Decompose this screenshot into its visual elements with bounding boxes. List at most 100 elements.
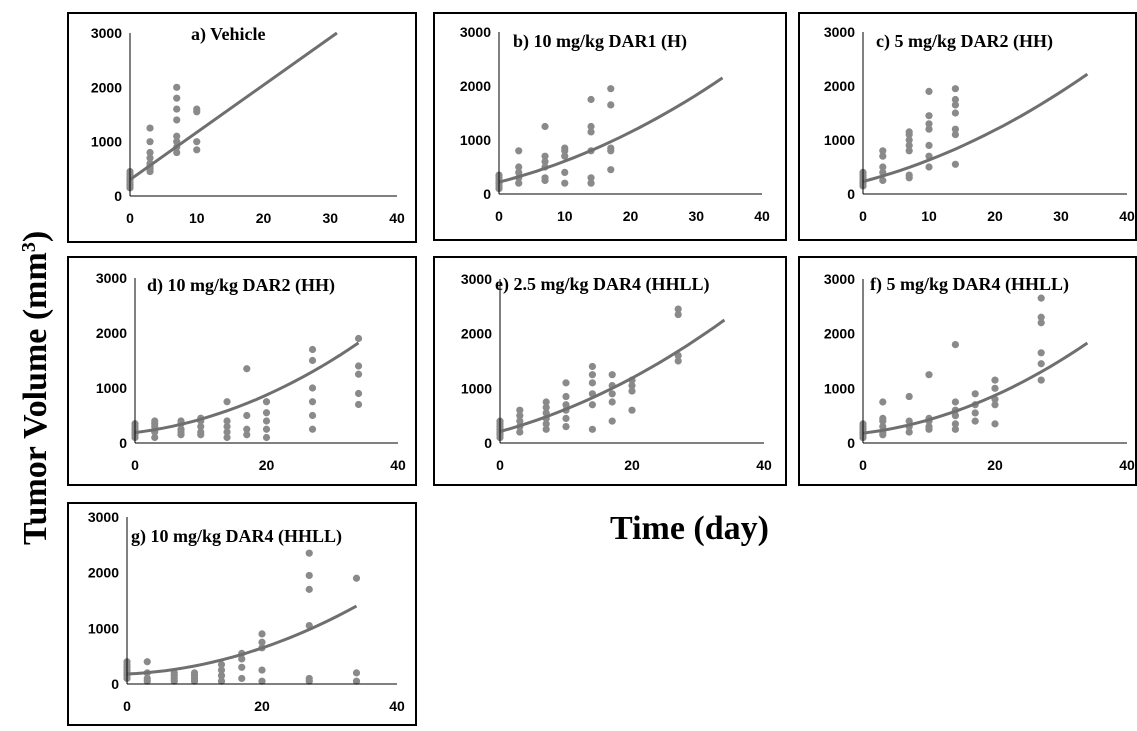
- data-point: [515, 179, 523, 187]
- panel-title-text: 2.5 mg/kg DAR4 (HHLL): [513, 274, 709, 295]
- data-point: [516, 428, 524, 436]
- panel-b: 0 1000 2000 3000 0 10 20 30 40 b) 10 mg/kg DAR1 (…: [433, 12, 787, 241]
- panel-b-svg: 0 1000 2000 3000 0 10 20 30 40 b) 10 mg/kg DAR1 (…: [460, 24, 770, 224]
- data-point: [308, 384, 317, 392]
- data-point: [262, 417, 271, 425]
- data-point: [217, 677, 226, 685]
- x-tick-label: 20: [259, 457, 275, 473]
- data-point: [561, 168, 569, 176]
- x-tick-label: 30: [1053, 208, 1069, 224]
- data-point: [308, 398, 317, 406]
- data-point: [951, 95, 959, 104]
- data-point: [588, 362, 596, 371]
- data-point: [879, 414, 887, 422]
- data-point: [354, 389, 363, 398]
- data-point: [951, 412, 959, 420]
- data-point: [905, 141, 913, 149]
- data-point: [608, 371, 616, 379]
- y-tick-label: 1000: [91, 134, 122, 150]
- y-tick-label: 3000: [88, 509, 119, 525]
- data-point: [608, 390, 616, 398]
- data-point: [352, 677, 361, 685]
- data-point: [951, 398, 959, 406]
- y-axis-title: Tumor Volume (mm3): [6, 0, 56, 726]
- data-point: [146, 154, 154, 162]
- data-point: [608, 417, 616, 425]
- panel-d-svg: 0 1000 2000 3000 0 20 40 d) 10 mg/kg DAR2 (HH): [96, 270, 406, 473]
- x-tick-label: 0: [859, 208, 867, 224]
- data-point: [925, 371, 933, 379]
- data-point: [561, 179, 569, 187]
- y-tick-label: 2000: [824, 78, 855, 94]
- x-axis-title: Time (day): [610, 510, 769, 547]
- panel-e-svg: 0 1000 2000 3000 0 20 40 e) 2.5 mg/kg DAR4 (HHL…: [461, 271, 772, 473]
- panel-letter: d): [147, 275, 168, 296]
- fit-line: [498, 76, 724, 184]
- fit-line: [499, 318, 726, 433]
- x-tick-label: 10: [189, 210, 205, 226]
- data-point: [243, 431, 251, 439]
- panel-title-text: 5 mg/kg DAR2 (HH): [894, 31, 1053, 52]
- data-point: [262, 398, 271, 406]
- fit-line: [129, 31, 338, 181]
- y-tick-label: 1000: [461, 380, 492, 396]
- data-point: [991, 401, 999, 409]
- data-point: [905, 428, 913, 436]
- data-point: [197, 428, 205, 436]
- data-point: [308, 345, 317, 354]
- panel-d: 0 1000 2000 3000 0 20 40 d) 10 mg/kg DAR2 (HH): [67, 256, 417, 486]
- data-point: [354, 334, 363, 343]
- y-tick-label: 0: [119, 435, 127, 451]
- x-tick-label: 20: [987, 457, 1003, 473]
- data-point: [173, 83, 181, 91]
- data-point: [515, 163, 523, 171]
- data-point: [561, 144, 569, 152]
- x-tick-label: 0: [123, 698, 131, 714]
- y-tick-label: 1000: [824, 380, 855, 396]
- data-point: [223, 417, 231, 425]
- data-point: [354, 370, 363, 378]
- y-tick-label: 2000: [96, 325, 127, 341]
- data-point: [238, 655, 246, 663]
- y-axis-title-unit-superscript: 3: [18, 242, 40, 252]
- data-point: [905, 171, 913, 179]
- y-tick-label: 3000: [824, 271, 855, 287]
- data-point: [541, 152, 549, 160]
- data-point: [905, 417, 913, 425]
- panel-title: f) 5 mg/kg DAR4 (HHLL): [870, 274, 1069, 295]
- data-point: [542, 398, 550, 406]
- data-point: [541, 158, 549, 166]
- data-point: [352, 574, 361, 582]
- data-point: [971, 417, 979, 425]
- data-point: [951, 131, 959, 139]
- data-point: [925, 423, 933, 431]
- y-tick-label: 3000: [91, 25, 122, 41]
- data-point: [193, 138, 201, 146]
- data-point: [516, 417, 524, 425]
- data-point: [588, 371, 596, 379]
- data-point: [951, 101, 959, 109]
- x-tick-label: 20: [623, 208, 639, 224]
- data-point: [193, 146, 201, 154]
- fit-line: [862, 72, 1089, 184]
- y-tick-label: 2000: [91, 79, 122, 95]
- data-point: [951, 109, 959, 117]
- data-point: [628, 387, 636, 395]
- panel-title-text: 10 mg/kg DAR2 (HH): [168, 275, 336, 296]
- data-point: [879, 163, 887, 171]
- data-point: [143, 658, 151, 666]
- data-point: [562, 401, 570, 409]
- fit-line: [862, 341, 1089, 435]
- data-point: [608, 398, 616, 406]
- data-point: [173, 116, 181, 124]
- x-tick-label: 40: [754, 208, 770, 224]
- panel-title: d) 10 mg/kg DAR2 (HH): [147, 275, 335, 296]
- data-point: [243, 411, 251, 420]
- data-point: [258, 630, 266, 638]
- data-point: [905, 392, 913, 401]
- panel-f-svg: 0 1000 2000 3000 0 20 40 f) 5 mg/kg DAR4 (HHLL): [824, 271, 1135, 473]
- y-tick-label: 1000: [96, 380, 127, 396]
- data-point: [151, 417, 159, 425]
- y-tick-label: 3000: [461, 271, 492, 287]
- y-tick-label: 0: [483, 186, 491, 202]
